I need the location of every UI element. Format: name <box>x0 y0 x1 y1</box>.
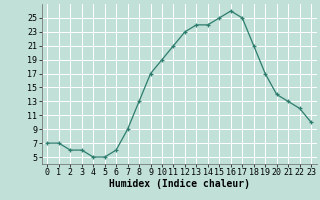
X-axis label: Humidex (Indice chaleur): Humidex (Indice chaleur) <box>109 179 250 189</box>
